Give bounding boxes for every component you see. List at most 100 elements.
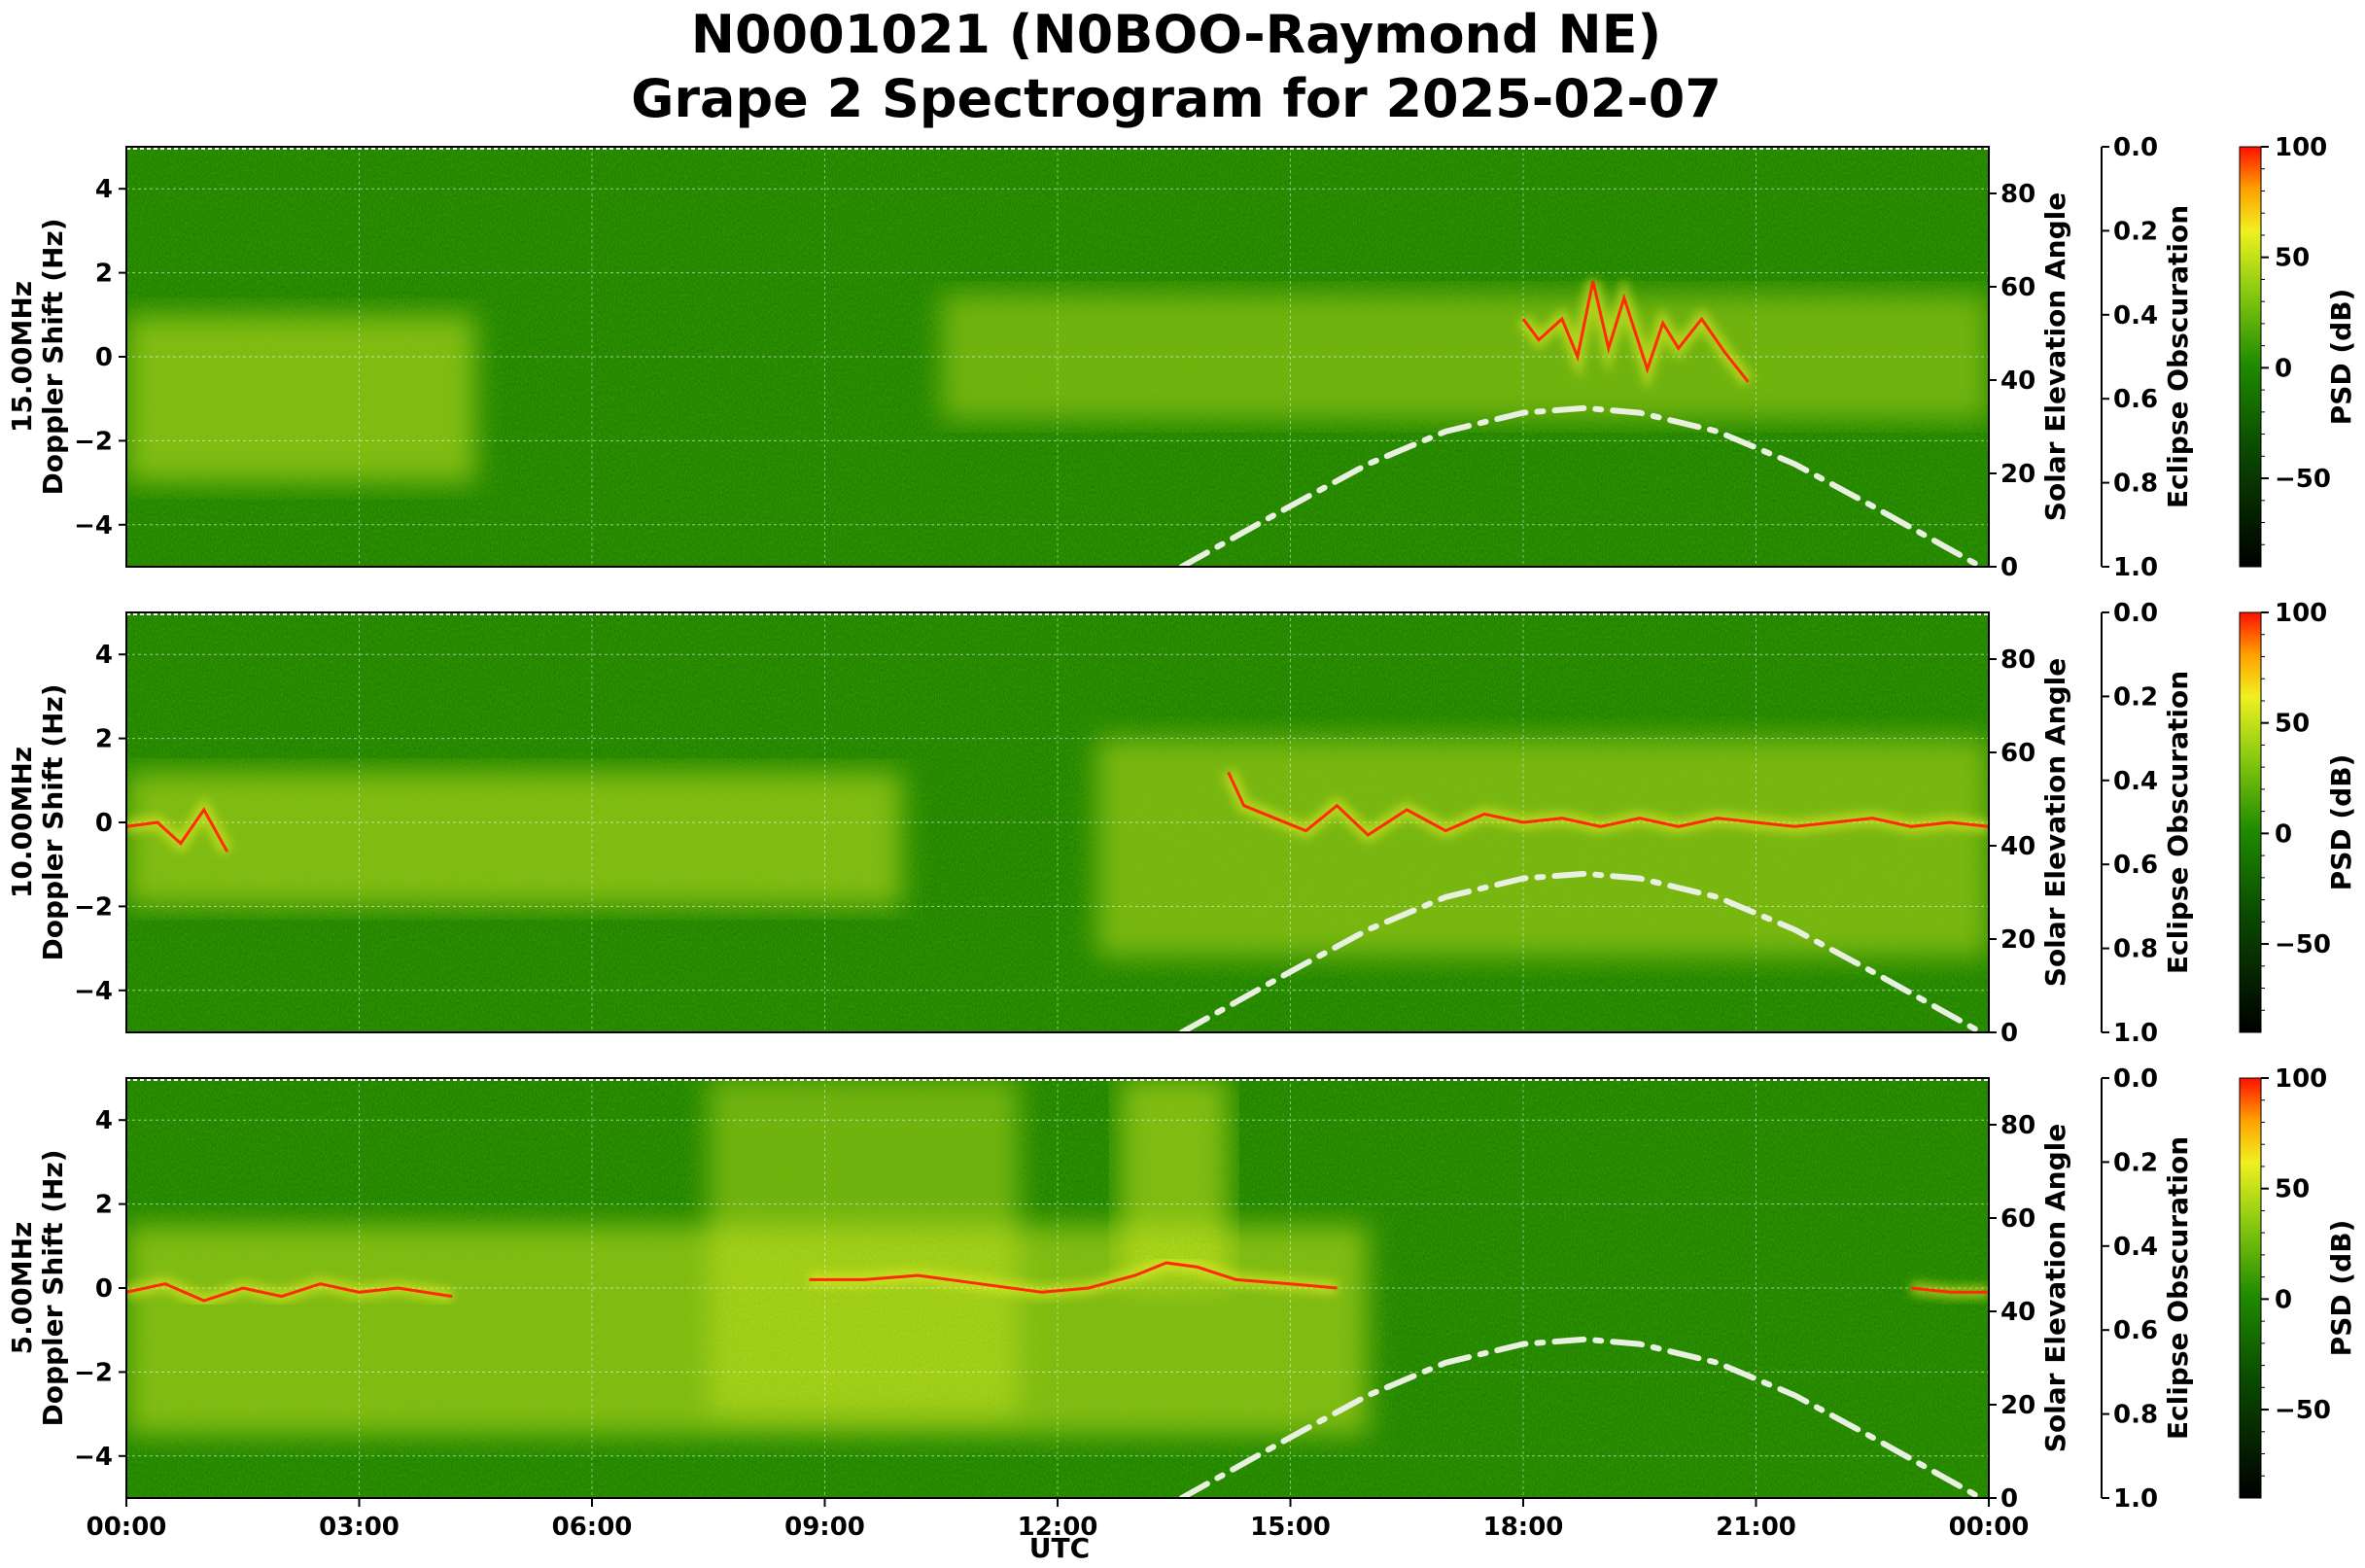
colorbar-label: PSD (dB) <box>2325 1220 2357 1357</box>
colorbar-tick-label: 100 <box>2275 599 2327 628</box>
x-tick-label: 15:00 <box>1250 1513 1331 1542</box>
y-tick-label: 2 <box>95 725 113 754</box>
colorbar-tick-label: 0 <box>2275 354 2292 383</box>
y-tick-label: −2 <box>74 427 113 456</box>
panel-15.00MHz: 420−2−415.00MHz Doppler Shift (Hz)0204060… <box>6 133 2357 582</box>
y-tick-label: 0 <box>95 809 113 838</box>
solar-tick-label: 80 <box>2000 180 2035 209</box>
x-axis-label: UTC <box>1029 1532 1090 1564</box>
panel-10.00MHz: 420−2−410.00MHz Doppler Shift (Hz)0204060… <box>6 599 2357 1048</box>
colorbar <box>2239 611 2262 1033</box>
y-tick-label: 2 <box>95 260 113 289</box>
eclipse-tick-label: 0.0 <box>2113 1064 2158 1094</box>
colorbar <box>2239 1077 2262 1499</box>
x-axis: 00:00 03:00 06:00 09:00 12:00 15:00 18:00 21:00… <box>87 1498 2030 1542</box>
solar-tick-label: 20 <box>2000 460 2035 489</box>
solar-tick-label: 0 <box>2000 1019 2018 1048</box>
eclipse-tick-label: 1.0 <box>2113 553 2158 582</box>
colorbar-tick-label: 50 <box>2275 710 2310 739</box>
colorbar-tick-label: −50 <box>2275 930 2331 959</box>
chart-title-line1: N0001021 (N0BOO-Raymond NE) <box>691 4 1661 65</box>
colorbar <box>2239 146 2262 568</box>
y-tick-label: 4 <box>95 175 113 204</box>
solar-tick-label: 20 <box>2000 925 2035 955</box>
colorbar-label: PSD (dB) <box>2325 754 2357 891</box>
eclipse-tick-label: 0.8 <box>2113 470 2158 499</box>
colorbar-tick-label: 100 <box>2275 1064 2327 1094</box>
y-tick-label: 4 <box>95 641 113 670</box>
x-tick-label: 09:00 <box>784 1513 865 1542</box>
eclipse-tick-label: 0.2 <box>2113 1148 2158 1177</box>
solar-tick-label: 60 <box>2000 1204 2035 1234</box>
eclipse-tick-label: 0.6 <box>2113 1316 2158 1345</box>
frequency-label: 10.00MHz <box>6 747 38 898</box>
solar-tick-label: 40 <box>2000 366 2035 396</box>
eclipse-tick-label: 1.0 <box>2113 1484 2158 1514</box>
y-axis-label: Doppler Shift (Hz) <box>37 1149 69 1426</box>
spectrogram-heatmap <box>126 612 1989 1032</box>
colorbar-tick-label: 100 <box>2275 133 2327 162</box>
y-axis-label: Doppler Shift (Hz) <box>37 683 69 960</box>
solar-elevation-curve <box>1178 1336 1984 1498</box>
solar-tick-label: 40 <box>2000 832 2035 861</box>
x-tick-label: 12:00 <box>1018 1513 1098 1542</box>
chart-title-line2: Grape 2 Spectrogram for 2025-02-07 <box>631 68 1722 129</box>
y-tick-label: −4 <box>74 1443 113 1472</box>
solar-tick-label: 0 <box>2000 1484 2018 1514</box>
solar-elevation-curve <box>1178 870 1984 1032</box>
eclipse-tick-label: 0.6 <box>2113 385 2158 414</box>
y-axis-label: Doppler Shift (Hz) <box>37 218 69 495</box>
frequency-label: 15.00MHz <box>6 281 38 433</box>
y-tick-label: 0 <box>95 343 113 372</box>
colorbar-tick-label: 50 <box>2275 1175 2310 1204</box>
eclipse-tick-label: 0.6 <box>2113 851 2158 880</box>
eclipse-obscuration-label: Eclipse Obscuration <box>2162 205 2194 508</box>
eclipse-tick-label: 0.4 <box>2113 301 2158 331</box>
eclipse-tick-label: 0.2 <box>2113 682 2158 712</box>
eclipse-tick-label: 0.8 <box>2113 1401 2158 1430</box>
solar-tick-label: 80 <box>2000 1111 2035 1140</box>
doppler-trace <box>126 1261 1989 1303</box>
doppler-trace <box>126 771 1989 853</box>
colorbar-tick-label: 50 <box>2275 244 2310 273</box>
x-tick-label: 00:00 <box>1949 1513 2030 1542</box>
y-tick-label: −2 <box>74 892 113 922</box>
solar-tick-label: 20 <box>2000 1391 2035 1420</box>
panels-group: 420−2−415.00MHz Doppler Shift (Hz)0204060… <box>6 133 2357 1514</box>
colorbar-tick-label: 0 <box>2275 1285 2292 1314</box>
panel-5.00MHz: 420−2−45.00MHz Doppler Shift (Hz)02040608… <box>6 1064 2357 1514</box>
solar-elevation-label: Solar Elevation Angle <box>2039 192 2071 521</box>
y-tick-label: 4 <box>95 1106 113 1135</box>
y-tick-label: −4 <box>74 977 113 1006</box>
y-tick-label: 2 <box>95 1191 113 1220</box>
eclipse-tick-label: 1.0 <box>2113 1019 2158 1048</box>
x-tick-label: 03:00 <box>319 1513 400 1542</box>
doppler-trace <box>1521 280 1750 383</box>
solar-tick-label: 40 <box>2000 1298 2035 1327</box>
solar-tick-label: 0 <box>2000 553 2018 582</box>
eclipse-obscuration-label: Eclipse Obscuration <box>2162 1136 2194 1440</box>
y-tick-label: 0 <box>95 1274 113 1304</box>
y-tick-label: −2 <box>74 1358 113 1387</box>
x-tick-label: 18:00 <box>1483 1513 1564 1542</box>
solar-elevation-curve <box>1178 404 1984 567</box>
eclipse-tick-label: 0.0 <box>2113 599 2158 628</box>
colorbar-tick-label: −50 <box>2275 1396 2331 1425</box>
eclipse-tick-label: 0.4 <box>2113 1233 2158 1262</box>
eclipse-tick-label: 0.4 <box>2113 767 2158 796</box>
eclipse-tick-label: 0.0 <box>2113 133 2158 162</box>
eclipse-obscuration-label: Eclipse Obscuration <box>2162 671 2194 974</box>
colorbar-label: PSD (dB) <box>2325 289 2357 426</box>
solar-tick-label: 80 <box>2000 645 2035 675</box>
colorbar-tick-label: 0 <box>2275 819 2292 849</box>
solar-tick-label: 60 <box>2000 739 2035 768</box>
eclipse-tick-label: 0.8 <box>2113 935 2158 964</box>
eclipse-tick-label: 0.2 <box>2113 217 2158 246</box>
solar-tick-label: 60 <box>2000 273 2035 302</box>
spectrogram-heatmap <box>126 147 1989 567</box>
colorbar-tick-label: −50 <box>2275 465 2331 494</box>
spectrogram-heatmap <box>126 1078 1989 1498</box>
y-tick-label: −4 <box>74 511 113 540</box>
